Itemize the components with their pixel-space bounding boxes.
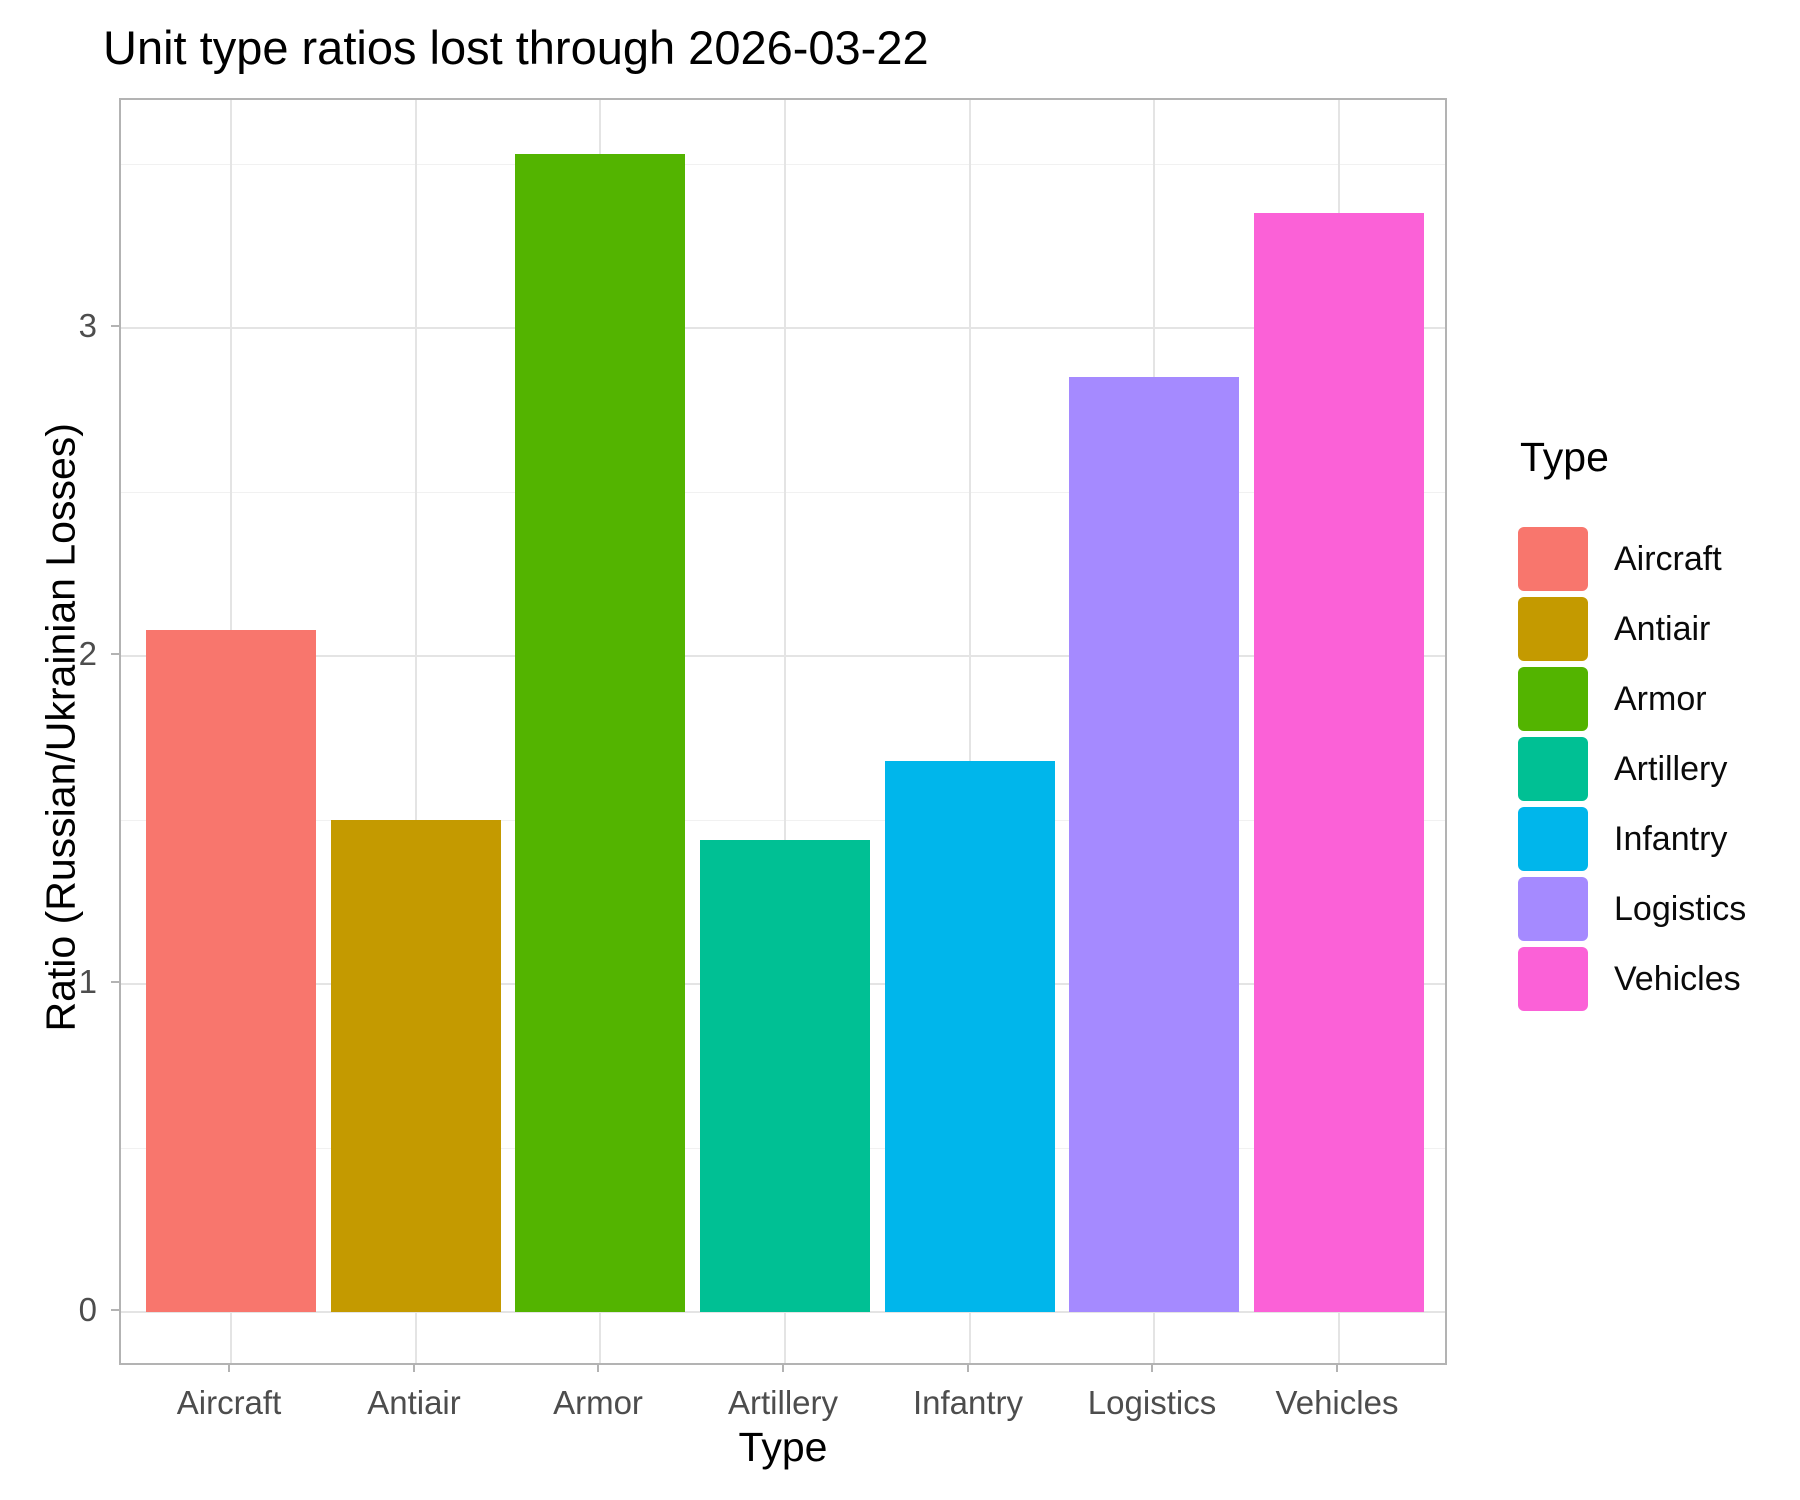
minor-gridline — [121, 820, 1445, 821]
legend-label: Vehicles — [1614, 960, 1741, 998]
chart-title: Unit type ratios lost through 2026-03-22 — [103, 21, 929, 74]
legend-item: Antiair — [1518, 597, 1800, 661]
bar-vehicles — [1254, 213, 1424, 1312]
legend-label: Armor — [1614, 680, 1707, 718]
major-gridline — [784, 100, 786, 1363]
x-axis-title: Type — [738, 1424, 828, 1470]
bar-antiair — [331, 820, 501, 1312]
legend-item: Logistics — [1518, 877, 1800, 941]
y-tick-label: 3 — [78, 307, 97, 344]
legend-key-swatch — [1518, 667, 1588, 731]
x-axis-tick — [1336, 1364, 1338, 1372]
bar-armor — [515, 154, 685, 1312]
legend-item: Vehicles — [1518, 947, 1800, 1011]
x-tick-label: Armor — [553, 1384, 643, 1421]
y-axis-tick — [111, 1309, 119, 1311]
major-gridline — [415, 100, 417, 1363]
bar-logistics — [1069, 377, 1239, 1312]
legend-key-swatch — [1518, 807, 1588, 871]
legend-item: Infantry — [1518, 807, 1800, 871]
minor-gridline — [121, 492, 1445, 493]
legend-item: Artillery — [1518, 737, 1800, 801]
x-axis-tick — [967, 1364, 969, 1372]
legend-key-swatch — [1518, 527, 1588, 591]
x-tick-label: Infantry — [912, 1384, 1024, 1421]
legend-label: Logistics — [1614, 890, 1747, 928]
x-tick-label: Antiair — [367, 1384, 461, 1421]
x-axis-tick — [782, 1364, 784, 1372]
major-gridline — [969, 100, 971, 1363]
legend-key-swatch — [1518, 877, 1588, 941]
x-tick-label: Vehicles — [1275, 1384, 1399, 1421]
x-tick-label: Logistics — [1087, 1384, 1217, 1421]
x-axis-tick — [597, 1364, 599, 1372]
y-tick-label: 2 — [78, 635, 97, 672]
legend-label: Artillery — [1614, 750, 1728, 788]
minor-gridline — [121, 164, 1445, 165]
legend-label: Infantry — [1614, 820, 1728, 858]
x-axis-tick — [228, 1364, 230, 1372]
y-axis-tick — [111, 325, 119, 327]
x-tick-label: Aircraft — [176, 1384, 282, 1421]
x-tick-label: Artillery — [727, 1384, 838, 1421]
legend-label: Aircraft — [1614, 540, 1722, 578]
major-gridline — [121, 655, 1445, 657]
bar-infantry — [885, 760, 1055, 1312]
y-axis-tick — [111, 653, 119, 655]
legend-item: Armor — [1518, 667, 1800, 731]
y-axis-title: Ratio (Russian/Ukrainian Losses) — [37, 423, 84, 1032]
legend-title: Type — [1520, 434, 1609, 480]
plot-panel — [119, 98, 1447, 1365]
bar-aircraft — [146, 629, 316, 1312]
legend-label: Antiair — [1614, 610, 1711, 648]
x-axis-tick — [1151, 1364, 1153, 1372]
bar-artillery — [700, 839, 870, 1312]
x-axis-tick — [413, 1364, 415, 1372]
y-axis-tick — [111, 981, 119, 983]
legend-key-swatch — [1518, 597, 1588, 661]
legend: Type Aircraft Antiair Armor Artillery Infant… — [1518, 434, 1800, 1044]
major-gridline — [121, 327, 1445, 329]
legend-item: Aircraft — [1518, 527, 1800, 591]
y-tick-label: 0 — [78, 1291, 97, 1328]
legend-key-swatch — [1518, 737, 1588, 801]
major-gridline — [121, 1311, 1445, 1313]
y-tick-label: 1 — [78, 963, 97, 1000]
legend-key-swatch — [1518, 947, 1588, 1011]
